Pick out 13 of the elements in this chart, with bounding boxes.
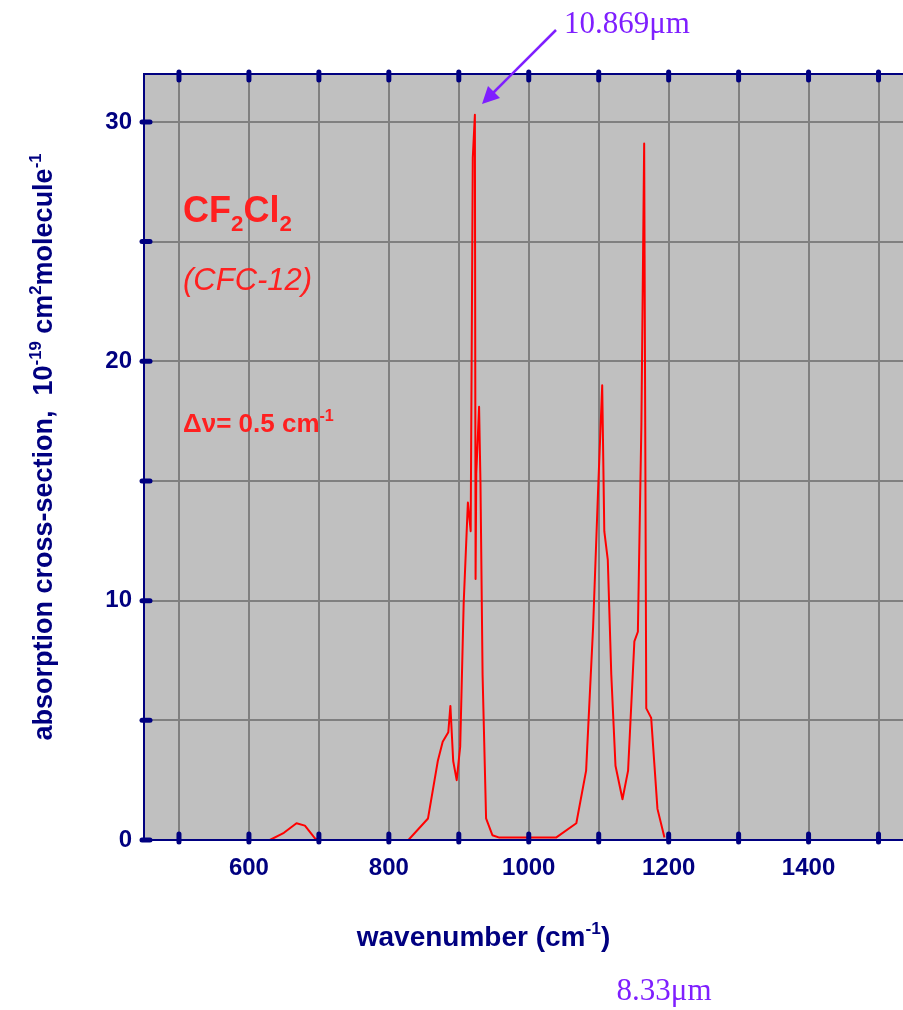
y-axis-title: absorption cross-section, 10-19 cm2molecule-1 — [25, 153, 58, 741]
x-tick-label: 1400 — [781, 853, 836, 881]
x-tick-label: 1000 — [502, 853, 556, 881]
y-tick-label: 10 — [105, 585, 132, 613]
x-tick-label: 800 — [368, 853, 409, 881]
y-tick-label: 20 — [105, 345, 132, 373]
y-tick-label: 30 — [105, 106, 132, 134]
annotation: (CFC-12) — [183, 262, 313, 297]
x-tick-label: 600 — [228, 853, 269, 881]
text: 8.33μm — [616, 972, 712, 1007]
text: 10.869μm — [564, 5, 690, 40]
x-tick-label: 1200 — [641, 853, 696, 881]
y-tick-label: 0 — [118, 824, 132, 852]
